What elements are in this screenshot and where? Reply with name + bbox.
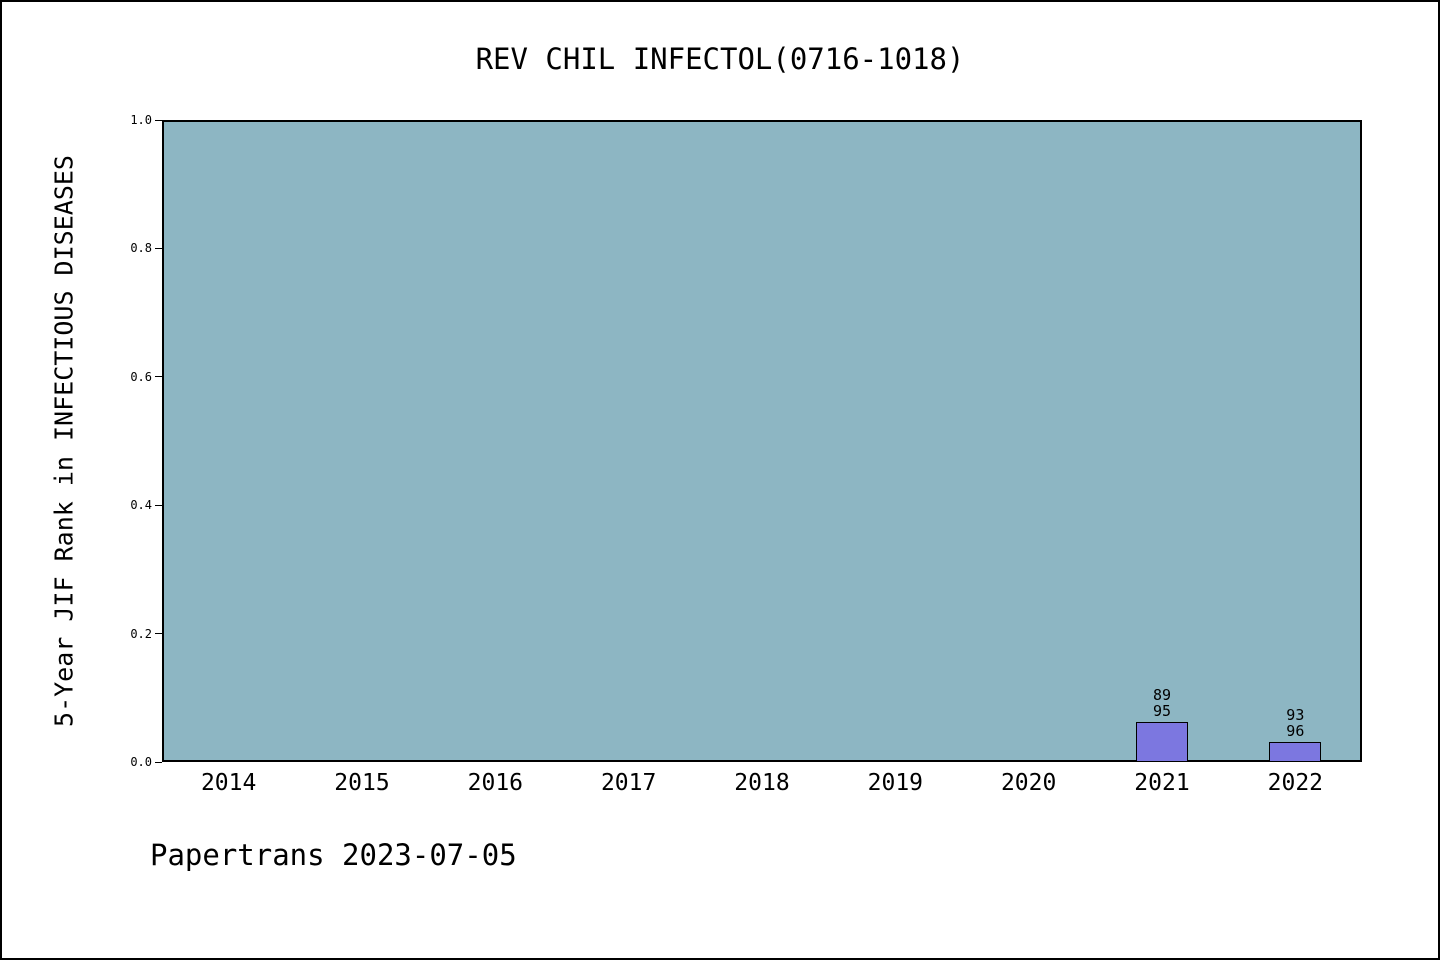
- x-tick-label-2015: 2015: [334, 770, 390, 796]
- y-tick-label: 0.6: [130, 369, 152, 384]
- y-tick-label: 0.8: [130, 241, 152, 256]
- bar-2021: [1136, 721, 1188, 762]
- plot-area: [162, 120, 1362, 762]
- y-tick-label: 1.0: [130, 113, 152, 127]
- chart-title: REV CHIL INFECTOL(0716-1018): [475, 42, 965, 76]
- x-tick-label-2021: 2021: [1134, 770, 1190, 796]
- x-tick-label-2020: 2020: [1000, 770, 1057, 796]
- y-axis-label: 5-Year JIF Rank in INFECTIOUS DISEASES: [49, 155, 79, 727]
- x-tick-label-2016: 2016: [467, 770, 524, 796]
- bar-label-2021: 89 95: [1152, 685, 1172, 720]
- y-tick-mark: [155, 247, 162, 249]
- y-tick-mark: [155, 376, 162, 378]
- y-tick-label: 0.2: [130, 626, 152, 641]
- x-tick-label-2019: 2019: [867, 770, 924, 796]
- x-tick-label-2017: 2017: [600, 770, 657, 796]
- y-tick-label: 0.4: [130, 498, 152, 513]
- y-tick-mark: [155, 504, 162, 506]
- x-tick-label-2022: 2022: [1267, 770, 1324, 796]
- y-tick-mark: [155, 761, 162, 763]
- y-tick-mark: [155, 119, 162, 121]
- footer-note: Papertrans 2023-07-05: [150, 838, 517, 872]
- plot-wrap: 0.0 0.2 0.4 0.6 0.8 1.0 2014 2015 2016 2017 2018 20…: [130, 113, 1362, 796]
- x-tick-label-2014: 2014: [200, 770, 257, 796]
- x-tick-label-2018: 2018: [734, 770, 790, 796]
- y-tick-mark: [155, 633, 162, 635]
- bar-label-2022: 93 96: [1286, 706, 1305, 741]
- bar-2022: [1269, 742, 1322, 762]
- y-tick-label: 0.0: [130, 755, 152, 769]
